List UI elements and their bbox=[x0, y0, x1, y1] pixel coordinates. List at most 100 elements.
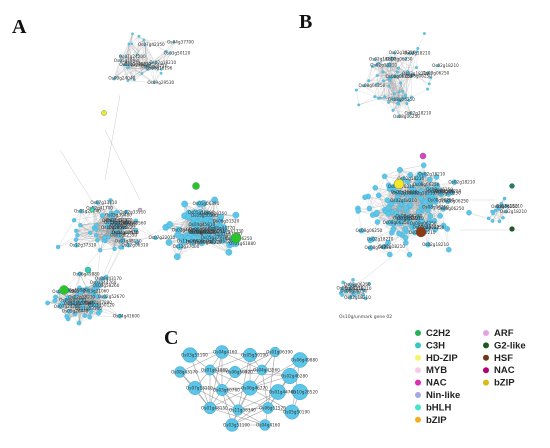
network-edge bbox=[76, 215, 103, 231]
gene-node bbox=[131, 32, 134, 36]
legend-item: G2-like bbox=[483, 340, 526, 351]
gene-node bbox=[420, 162, 427, 168]
gene-node bbox=[124, 55, 128, 59]
network-edge bbox=[104, 129, 141, 201]
gene-node bbox=[153, 81, 156, 85]
gene-node bbox=[355, 208, 361, 214]
gene-node bbox=[143, 43, 147, 47]
panel-c-network: Os03g51100Os04g4160Os05g50190Os01g06390O… bbox=[171, 345, 318, 432]
network-edge bbox=[60, 304, 78, 307]
hub-node bbox=[59, 285, 69, 295]
gene-node bbox=[381, 79, 385, 83]
network-edge bbox=[126, 44, 146, 65]
legend-dot-icon bbox=[415, 367, 421, 374]
gene-label: Os02g18210 bbox=[500, 209, 527, 214]
network-edge bbox=[96, 225, 105, 238]
network-edge bbox=[128, 36, 140, 45]
legend-item: bZIP bbox=[415, 415, 447, 426]
gene-node bbox=[403, 204, 409, 211]
gene-label: Os06g49880 bbox=[291, 358, 318, 363]
network-edge bbox=[127, 67, 148, 70]
network-edge bbox=[58, 239, 76, 248]
legend-label: ARF bbox=[494, 328, 514, 339]
gene-label: Os06g51520 bbox=[213, 218, 240, 223]
network-edge bbox=[110, 200, 116, 213]
legend-dot-icon bbox=[483, 342, 489, 349]
legend-dot-icon bbox=[415, 379, 421, 386]
network-edge bbox=[96, 232, 113, 236]
gene-node bbox=[395, 70, 399, 74]
gene-node bbox=[181, 200, 188, 208]
network-edge bbox=[120, 43, 130, 61]
hub-node bbox=[393, 178, 405, 190]
gene-node bbox=[377, 96, 380, 100]
gene-node bbox=[418, 194, 424, 201]
gene-node bbox=[375, 74, 379, 77]
network-edge bbox=[128, 33, 133, 67]
network-edge bbox=[70, 273, 80, 304]
network-edge bbox=[79, 285, 97, 289]
network-edge bbox=[123, 39, 145, 66]
gene-label: Os01g20040 bbox=[74, 209, 101, 214]
gene-label: Os03g44760 bbox=[90, 280, 117, 285]
network-edge bbox=[101, 248, 115, 279]
network-edge bbox=[106, 247, 123, 278]
network-edge bbox=[93, 208, 112, 213]
network-edge bbox=[358, 96, 375, 106]
gene-node bbox=[146, 68, 150, 72]
legend-item: HD-ZIP bbox=[415, 353, 458, 364]
network-edge bbox=[73, 220, 91, 234]
gene-label: Os06g50920 bbox=[226, 370, 253, 375]
panel-a-letter: A bbox=[12, 16, 27, 38]
gene-node bbox=[137, 34, 141, 38]
gene-node bbox=[112, 246, 117, 252]
gene-node bbox=[397, 90, 401, 94]
gene-node bbox=[159, 67, 163, 71]
gene-node bbox=[55, 244, 61, 250]
network-edge bbox=[120, 60, 129, 81]
network-edge bbox=[358, 98, 379, 106]
network-edge bbox=[75, 239, 101, 251]
network-edge bbox=[151, 62, 155, 83]
network-edge bbox=[121, 220, 137, 248]
gene-label: Os02g18210 bbox=[408, 190, 435, 195]
legend-item: MYB bbox=[415, 365, 447, 376]
network-edge bbox=[157, 42, 175, 69]
legend-item: Nin-like bbox=[415, 390, 460, 401]
network-edge bbox=[410, 76, 412, 98]
gene-label: Os08g16196 bbox=[146, 66, 173, 71]
legend-label: Nin-like bbox=[426, 390, 460, 401]
gene-node bbox=[98, 248, 103, 253]
network-edge bbox=[74, 214, 103, 221]
network-edge bbox=[115, 64, 125, 79]
network-edge bbox=[96, 250, 101, 283]
gene-label: Os07g24200 bbox=[54, 304, 81, 309]
gene-node bbox=[383, 95, 387, 99]
gene-node bbox=[372, 185, 378, 191]
network-edge bbox=[110, 220, 136, 223]
legend-label: HSF bbox=[494, 353, 513, 364]
legend-dot-icon bbox=[415, 416, 421, 423]
gene-label: Os07g37300 bbox=[119, 62, 146, 67]
network-edge bbox=[95, 229, 113, 233]
gene-node bbox=[490, 219, 495, 223]
gene-node bbox=[82, 313, 88, 319]
gene-label: Os07g13110 bbox=[186, 386, 213, 391]
network-edge bbox=[79, 250, 101, 275]
gene-node bbox=[422, 32, 426, 35]
gene-label: Os07g22010 bbox=[149, 235, 176, 240]
network-edge bbox=[120, 33, 133, 61]
gene-label: Os02g18210 bbox=[390, 198, 417, 203]
gene-node bbox=[387, 84, 391, 88]
network-edge bbox=[113, 78, 135, 81]
network-edge bbox=[97, 200, 111, 203]
gene-node bbox=[71, 218, 77, 223]
gene-label: Os08g43170 bbox=[171, 370, 198, 375]
network-edge bbox=[107, 220, 136, 228]
network-edge bbox=[216, 235, 230, 253]
gene-node bbox=[497, 219, 502, 224]
network-edge bbox=[177, 242, 202, 257]
network-edge bbox=[134, 69, 148, 81]
gene-node bbox=[404, 93, 407, 97]
network-edge bbox=[96, 200, 111, 226]
